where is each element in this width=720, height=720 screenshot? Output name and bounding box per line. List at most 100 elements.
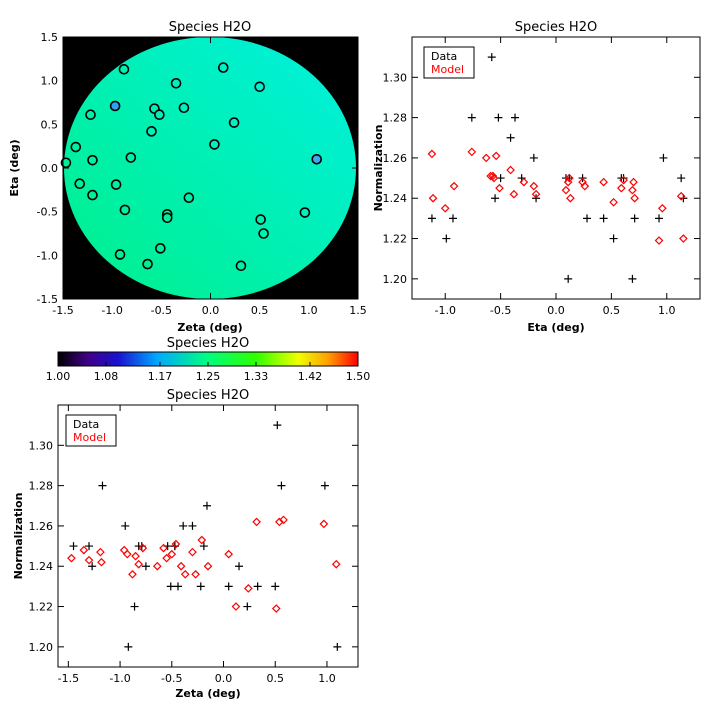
zeta-data-point: [124, 642, 133, 651]
zeta-data-point: [69, 542, 78, 551]
eta-data-point: [677, 174, 686, 183]
zeta-title: Species H2O: [167, 388, 249, 403]
map-x-tick-label: -0.5: [151, 304, 172, 317]
eta-data-point: [564, 274, 573, 283]
eta-x-ticks: -1.0 -0.5 0.0 0.5 1.0: [434, 37, 676, 317]
zeta-y-tick-label: 1.26: [29, 520, 54, 533]
eta-data-point: [511, 113, 520, 122]
eta-y-label: Normalization: [372, 125, 385, 212]
zeta-model-point: [167, 549, 177, 559]
map-y-tick-label: -1.5: [37, 293, 58, 306]
zeta-legend-data: Data: [73, 418, 99, 431]
zeta-data-point: [196, 582, 205, 591]
eta-y-tick-label: 1.28: [383, 112, 408, 125]
eta-title: Species H2O: [515, 20, 597, 35]
map-y-tick-label: 0.5: [41, 118, 59, 131]
map-x-tick-label: -1.0: [101, 304, 122, 317]
zeta-model-point: [231, 602, 241, 611]
eta-model-point: [509, 189, 519, 199]
zeta-y-ticks: 1.20 1.22 1.24 1.26 1.28 1.30: [29, 439, 358, 654]
eta-model-point: [440, 203, 450, 213]
zeta-data-point: [224, 582, 233, 591]
eta-x-tick-label: 0.0: [547, 304, 565, 317]
map-x-tick-label: 0.5: [251, 304, 269, 317]
eta-model-point: [531, 189, 541, 199]
eta-model-point: [599, 177, 608, 187]
map-source-marker: [87, 154, 98, 166]
eta-data-point: [506, 133, 515, 142]
zeta-data-point: [271, 582, 280, 591]
map-y-tick-label: 1.0: [41, 75, 59, 88]
zeta-model-point: [162, 553, 171, 563]
zeta-model-point: [176, 561, 186, 571]
eta-data-point: [491, 194, 500, 203]
colorbar-tick-label: 1.17: [148, 370, 173, 383]
eta-data-point: [619, 174, 628, 183]
map-y-tick-label: 1.5: [41, 31, 59, 44]
colorbar-tick-label: 1.00: [46, 370, 71, 383]
eta-model-point: [657, 203, 667, 213]
zeta-series-model: [67, 515, 341, 613]
zeta-data-point: [88, 562, 97, 571]
colorbar-tick-label: 1.25: [196, 370, 221, 383]
zeta-model-point: [97, 557, 106, 567]
zeta-data-point: [273, 421, 282, 430]
eta-data-point: [628, 274, 637, 283]
eta-data-point: [487, 53, 496, 62]
zeta-data-point: [199, 542, 208, 551]
map-source-marker: [60, 157, 72, 169]
eta-model-point: [467, 147, 477, 157]
zeta-model-point: [279, 515, 288, 525]
eta-frame: [411, 36, 701, 300]
eta-model-point: [630, 193, 639, 203]
eta-model-point: [491, 151, 501, 161]
zeta-y-label: Normalization: [12, 493, 25, 580]
map-source-marker: [154, 109, 165, 121]
zeta-model-point: [138, 543, 148, 553]
map-source-marker: [258, 228, 269, 239]
zeta-data-point: [320, 481, 329, 490]
zeta-model-point: [159, 543, 168, 553]
map-source-marker: [161, 212, 173, 224]
eta-y-tick-label: 1.26: [383, 152, 408, 165]
eta-legend-model: Model: [431, 63, 464, 76]
eta-x-tick-label: 0.5: [603, 304, 621, 317]
eta-model-point: [628, 185, 637, 195]
zeta-panel: Species H2O -1.5 -1.0 -0.5 0.0 0.5 1.0 1.201.…: [12, 388, 359, 700]
map-source-marker: [311, 153, 323, 165]
map-source-marker: [183, 192, 195, 203]
zeta-x-label: Zeta (deg): [175, 687, 240, 700]
zeta-data-point: [130, 602, 139, 611]
eta-model-point: [676, 191, 686, 201]
zeta-model-point: [331, 559, 341, 569]
eta-series-model: [427, 147, 688, 245]
zeta-data-point: [235, 562, 244, 571]
map-source-marker: [155, 243, 166, 254]
zeta-model-point: [224, 549, 234, 559]
eta-model-point: [529, 181, 539, 191]
eta-data-point: [609, 234, 618, 243]
eta-legend-box: [423, 46, 475, 79]
zeta-data-point: [243, 602, 252, 611]
eta-panel: Species H2O -1.0 -0.5 0.0 0.5 1.0 1.201.221.…: [372, 20, 701, 334]
map-source-marker: [254, 81, 265, 93]
map-y-label: Eta (deg): [8, 139, 21, 196]
map-source-marker: [170, 77, 182, 89]
map-source-marker: [209, 139, 220, 150]
map-source-marker: [119, 204, 131, 216]
eta-data-point: [630, 214, 639, 223]
zeta-data-point: [174, 582, 182, 591]
zeta-x-tick-label: 0.0: [215, 672, 233, 685]
eta-model-point: [679, 234, 688, 243]
zeta-model-point: [319, 519, 329, 529]
zeta-model-point: [67, 553, 76, 563]
eta-y-tick-label: 1.24: [383, 192, 408, 205]
eta-data-point: [448, 214, 457, 223]
zeta-y-tick-label: 1.22: [29, 601, 54, 614]
zeta-model-point: [243, 584, 253, 593]
map-source-marker: [235, 260, 247, 272]
map-x-label: Zeta (deg): [177, 321, 242, 334]
eta-y-tick-label: 1.22: [383, 233, 408, 246]
zeta-y-tick-label: 1.20: [29, 641, 54, 654]
